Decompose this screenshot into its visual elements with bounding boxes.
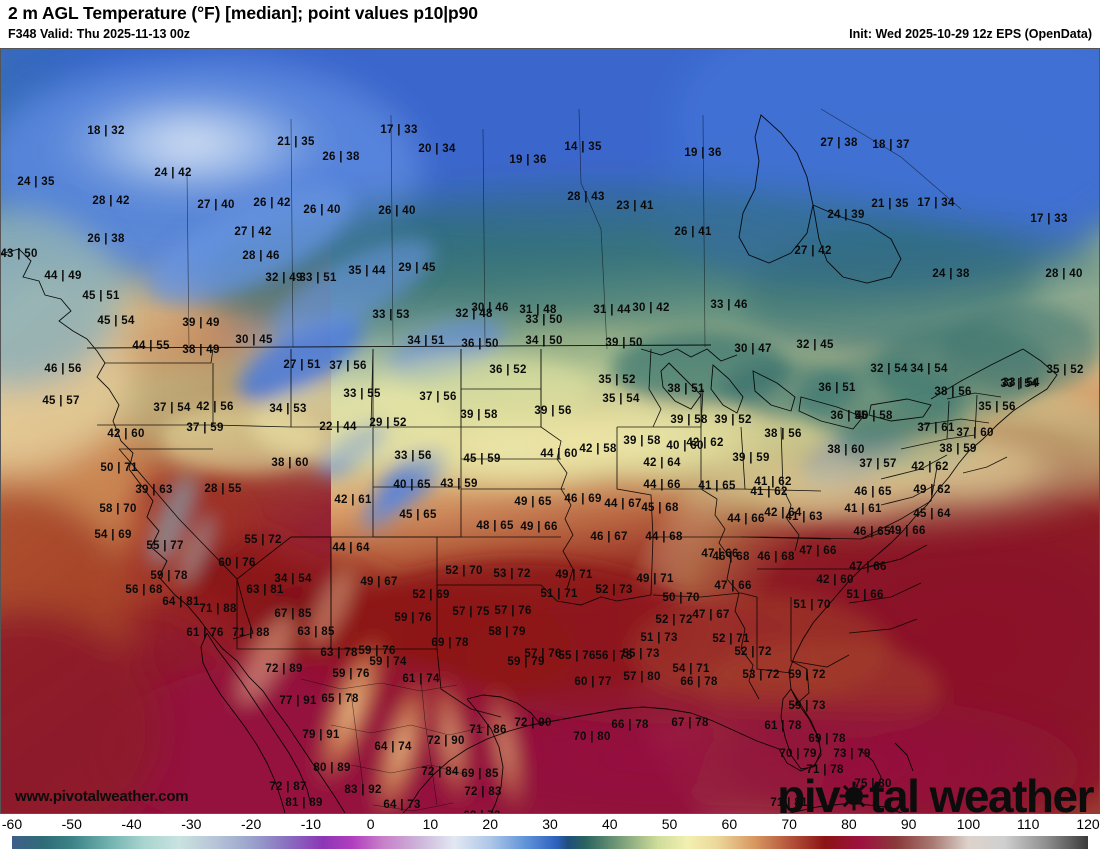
colorbar-tick-label: 60 <box>721 816 738 832</box>
temperature-field-svg <box>1 49 1099 813</box>
province-boundaries <box>186 108 962 350</box>
colorbar-tick-label: -40 <box>121 816 142 832</box>
geography-outlines <box>1 114 1058 813</box>
colorbar-tick-label: 80 <box>841 816 857 832</box>
colorbar-tick-label: -60 <box>1 816 23 832</box>
colorbar-tick-label: 110 <box>1017 816 1040 832</box>
init-time-label: Init: Wed 2025-10-29 12z EPS (OpenData) <box>849 27 1092 41</box>
watermark-url: www.pivotalweather.com <box>15 788 189 805</box>
page-title: 2 m AGL Temperature (°F) [median]; point… <box>8 3 478 23</box>
brand-logo-part1: piv <box>777 770 840 814</box>
temperature-map[interactable]: 18 | 32 21 | 35 26 | 38 17 | 33 20 | 34 19 | … <box>0 48 1100 814</box>
colorbar-tick-label: -20 <box>240 816 262 832</box>
brand-logo-part2: tal weather <box>869 770 1094 814</box>
colorbar-tick-label: 40 <box>601 816 618 832</box>
colorbar-tick-label: 10 <box>422 816 439 832</box>
valid-time-label: F348 Valid: Thu 2025-11-13 00z <box>8 27 191 41</box>
colorbar-tick-label: 50 <box>661 816 678 832</box>
colorbar: -60 -50 -40 -30 -20 -10 0 10 20 30 40 50 60 70 80 90 100… <box>0 814 1100 850</box>
colorbar-tick-label: 70 <box>781 816 797 832</box>
colorbar-tick-label: 120 <box>1076 816 1100 832</box>
colorbar-tick-label: 20 <box>482 816 499 832</box>
colorbar-tick-label: -30 <box>181 816 202 832</box>
brand-logo: piv <box>777 770 1094 814</box>
colorbar-tick-label: 100 <box>956 816 981 832</box>
gear-sun-icon <box>839 772 869 811</box>
colorbar-ticks: -60 -50 -40 -30 -20 -10 0 10 20 30 40 50 60 70 80 90 100… <box>0 814 1100 835</box>
colorbar-tick-label: 0 <box>366 816 375 832</box>
colorbar-tick-label: -50 <box>61 816 82 832</box>
colorbar-strip <box>12 836 1088 849</box>
state-boundaries <box>97 348 1008 718</box>
colorbar-tick-label: 90 <box>900 816 917 832</box>
map-header: 2 m AGL Temperature (°F) [median]; point… <box>0 0 1100 48</box>
colorbar-tick-label: 30 <box>542 816 558 832</box>
colorbar-tick-label: -10 <box>300 816 321 832</box>
